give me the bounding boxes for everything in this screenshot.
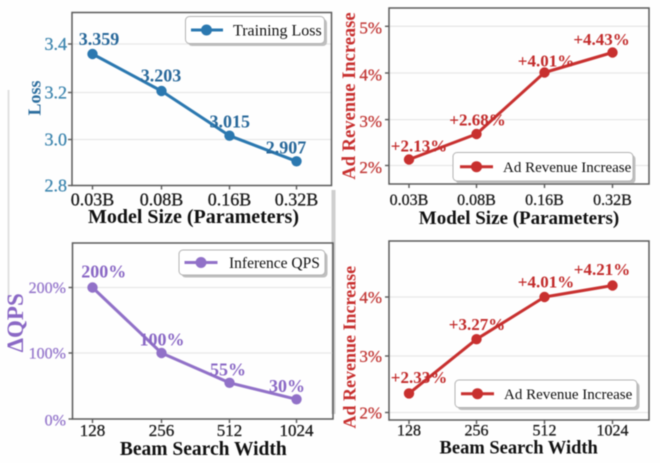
svg-text:Inference QPS: Inference QPS bbox=[229, 255, 320, 272]
svg-text:200%: 200% bbox=[81, 262, 126, 282]
svg-text:3.359: 3.359 bbox=[79, 29, 120, 49]
svg-text:Model Size (Parameters): Model Size (Parameters) bbox=[419, 208, 619, 229]
svg-text:0%: 0% bbox=[45, 413, 66, 430]
svg-text:512: 512 bbox=[533, 423, 557, 440]
svg-text:3.2: 3.2 bbox=[45, 83, 68, 103]
svg-text:0.08B: 0.08B bbox=[457, 192, 496, 209]
svg-text:3.015: 3.015 bbox=[209, 111, 250, 131]
svg-text:2.907: 2.907 bbox=[266, 137, 307, 157]
svg-text:0.16B: 0.16B bbox=[208, 190, 252, 210]
svg-text:128: 128 bbox=[80, 421, 106, 440]
svg-text:3%: 3% bbox=[359, 347, 382, 366]
svg-text:30%: 30% bbox=[269, 376, 305, 396]
svg-text:128: 128 bbox=[397, 423, 421, 440]
svg-text:Ad Revenue Increase: Ad Revenue Increase bbox=[504, 387, 633, 403]
svg-text:2%: 2% bbox=[359, 158, 382, 177]
svg-text:256: 256 bbox=[149, 421, 175, 440]
svg-text:1024: 1024 bbox=[597, 423, 629, 440]
svg-text:1024: 1024 bbox=[280, 421, 315, 440]
svg-text:100%: 100% bbox=[29, 346, 66, 363]
svg-text:Beam Search Width: Beam Search Width bbox=[120, 439, 287, 460]
svg-text:512: 512 bbox=[217, 421, 243, 440]
svg-text:2.8: 2.8 bbox=[45, 176, 68, 196]
svg-text:Training Loss: Training Loss bbox=[233, 23, 322, 40]
svg-text:4%: 4% bbox=[359, 65, 382, 84]
svg-text:4%: 4% bbox=[359, 288, 382, 307]
svg-text:5%: 5% bbox=[359, 18, 382, 37]
svg-text:256: 256 bbox=[465, 423, 489, 440]
svg-text:+2.68%: +2.68% bbox=[449, 111, 505, 130]
svg-text:0.08B: 0.08B bbox=[140, 190, 184, 210]
svg-text:0.03B: 0.03B bbox=[390, 192, 429, 209]
svg-text:100%: 100% bbox=[140, 330, 185, 350]
svg-text:0.32B: 0.32B bbox=[593, 192, 632, 209]
svg-text:+2.13%: +2.13% bbox=[391, 137, 447, 156]
svg-text:3.4: 3.4 bbox=[45, 34, 68, 54]
svg-text:Ad Revenue Increase: Ad Revenue Increase bbox=[503, 160, 632, 176]
svg-text:+3.27%: +3.27% bbox=[449, 315, 505, 334]
svg-text:Beam Search Width: Beam Search Width bbox=[440, 439, 599, 459]
svg-text:55%: 55% bbox=[210, 359, 246, 379]
svg-text:+2.33%: +2.33% bbox=[391, 368, 447, 387]
svg-text:0.32B: 0.32B bbox=[275, 190, 319, 210]
svg-text:0.03B: 0.03B bbox=[71, 190, 115, 210]
svg-text:3.203: 3.203 bbox=[141, 65, 182, 85]
svg-text:3.0: 3.0 bbox=[45, 130, 68, 150]
svg-text:+4.01%: +4.01% bbox=[518, 273, 574, 292]
svg-text:+4.01%: +4.01% bbox=[518, 52, 574, 71]
svg-text:+4.21%: +4.21% bbox=[574, 260, 630, 279]
svg-text:Ad Revenue Increase: Ad Revenue Increase bbox=[340, 266, 360, 429]
svg-text:Ad Revenue Increase: Ad Revenue Increase bbox=[340, 12, 360, 179]
svg-text:+4.43%: +4.43% bbox=[573, 30, 629, 49]
svg-text:3%: 3% bbox=[359, 112, 382, 131]
svg-text:Model Size (Parameters): Model Size (Parameters) bbox=[88, 206, 299, 228]
svg-text:200%: 200% bbox=[29, 280, 66, 297]
svg-text:ΔQPS: ΔQPS bbox=[3, 293, 28, 352]
svg-text:Loss: Loss bbox=[25, 80, 45, 115]
svg-text:0.16B: 0.16B bbox=[525, 192, 564, 209]
svg-text:2%: 2% bbox=[359, 403, 382, 422]
